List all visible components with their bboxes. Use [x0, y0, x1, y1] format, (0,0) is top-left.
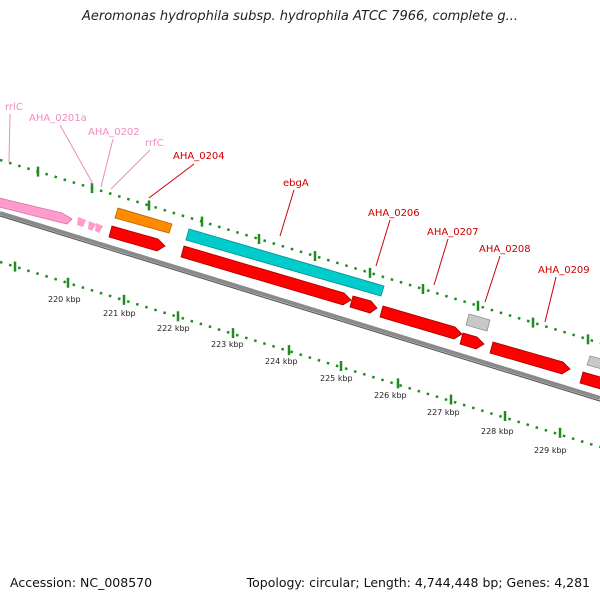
kbp-label: 224 kbp — [265, 357, 298, 366]
feature-red-2[interactable] — [180, 245, 352, 306]
gene-label-ebgA[interactable]: ebgA — [283, 178, 309, 189]
major-ticks — [13, 166, 590, 438]
reverse-features — [108, 225, 600, 390]
feature-AHA_0202[interactable] — [88, 221, 96, 231]
feature-rrlC[interactable] — [0, 197, 73, 225]
kbp-label: 226 kbp — [374, 391, 407, 400]
gene-label-AHA_0201a[interactable]: AHA_0201a — [29, 113, 87, 124]
feature-AHA_0209[interactable] — [579, 371, 600, 390]
feature-AHA_0204-orange[interactable] — [114, 207, 173, 234]
feature-gray-2[interactable] — [586, 355, 600, 369]
leader-line — [279, 189, 295, 237]
gene-label-rrfC[interactable]: rrfC — [145, 138, 164, 149]
kbp-label: 229 kbp — [534, 446, 567, 455]
leader-line — [59, 124, 94, 185]
leader-line — [484, 255, 501, 303]
gene-label-AHA_0202[interactable]: AHA_0202 — [88, 127, 140, 138]
inner-tick-track — [0, 260, 600, 449]
leader-line — [375, 219, 391, 267]
gene-label-AHA_0206[interactable]: AHA_0206 — [368, 208, 420, 219]
kbp-label: 227 kbp — [427, 408, 460, 417]
kbp-label: 225 kbp — [320, 374, 353, 383]
accession-label: Accession: NC_008570 — [10, 575, 153, 590]
feature-rrfC[interactable] — [95, 223, 103, 233]
kbp-label: 220 kbp — [48, 295, 81, 304]
gene-label-rrlC[interactable]: rrlC — [5, 102, 23, 113]
leader-line — [433, 238, 449, 286]
leader-line — [544, 276, 557, 323]
feature-red-3[interactable] — [349, 295, 378, 314]
feature-AHA_0206[interactable] — [379, 305, 463, 340]
genome-summary: Topology: circular; Length: 4,744,448 bp… — [246, 575, 590, 590]
map-title: Aeromonas hydrophila subsp. hydrophila A… — [81, 9, 519, 24]
feature-gray-1[interactable] — [465, 313, 491, 332]
feature-AHA_0208[interactable] — [489, 341, 571, 375]
feature-AHA_0201a[interactable] — [77, 217, 86, 227]
kbp-labels: 220 kbp 221 kbp 222 kbp 223 kbp 224 kbp 225 k… — [48, 295, 567, 455]
kbp-label: 222 kbp — [157, 324, 190, 333]
kbp-label: 221 kbp — [103, 309, 136, 318]
feature-AHA_0204[interactable] — [108, 225, 166, 252]
feature-AHA_0207[interactable] — [459, 332, 485, 350]
gene-label-AHA_0207[interactable]: AHA_0207 — [427, 227, 479, 238]
leader-line — [110, 149, 151, 190]
outer-tick-track — [0, 158, 600, 345]
feature-ebgA[interactable] — [185, 228, 385, 297]
leader-line — [100, 138, 114, 188]
kbp-label: 223 kbp — [211, 340, 244, 349]
leader-line — [148, 163, 195, 199]
gene-label-AHA_0204[interactable]: AHA_0204 — [173, 151, 225, 162]
kbp-label: 228 kbp — [481, 427, 514, 436]
gene-label-AHA_0208[interactable]: AHA_0208 — [479, 244, 531, 255]
genome-backbone — [0, 211, 600, 400]
leader-line — [8, 113, 11, 163]
label-leader-lines — [8, 113, 557, 323]
genome-backbone-shadow — [0, 215, 600, 402]
forward-features — [0, 197, 600, 369]
gene-label-AHA_0209[interactable]: AHA_0209 — [538, 265, 590, 276]
